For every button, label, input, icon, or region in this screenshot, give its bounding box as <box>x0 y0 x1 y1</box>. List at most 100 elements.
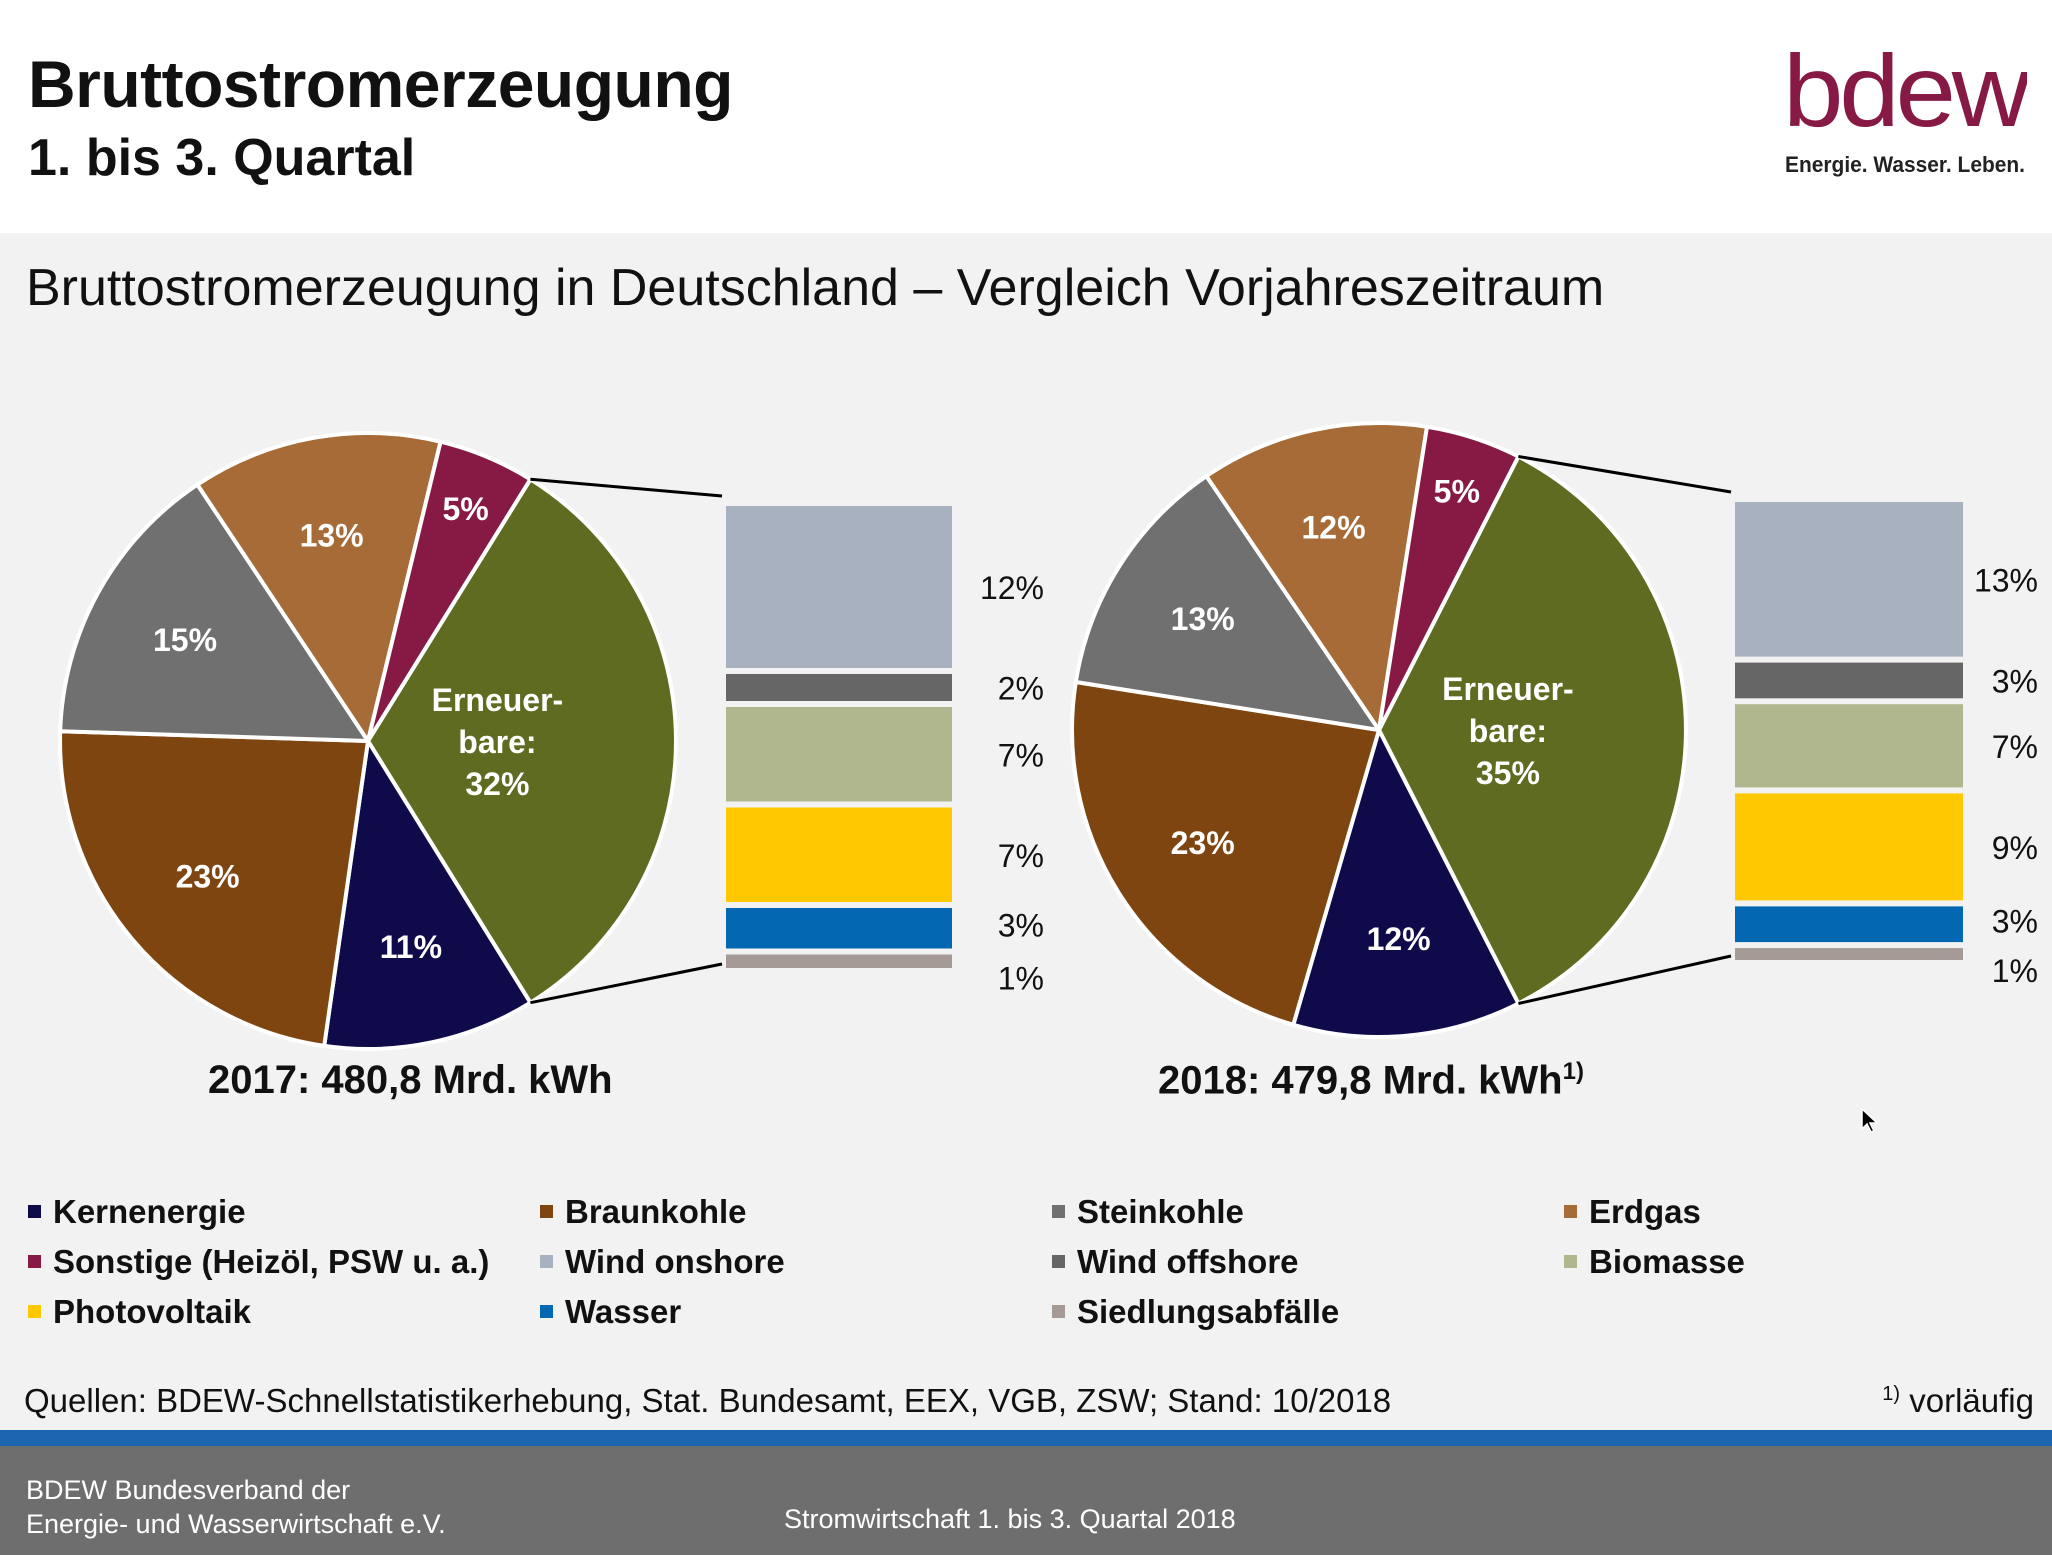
pie-chart-2018: Erneuer-bare: 35% 12% 23% 13% 12% 5% 13% 3% 7% 9% 3… <box>1070 421 2038 1039</box>
pie-slice-erneuerbare-2017 <box>366 477 678 1005</box>
pie-slice-steinkohle-2018 <box>1073 474 1381 732</box>
legend-swatch-steinkohle <box>1052 1204 1065 1218</box>
pie-label-steinkohle-2017: 15% <box>153 622 217 658</box>
legend-label-wasser: Wasser <box>565 1293 682 1330</box>
pie-label-steinkohle-2018: 13% <box>1171 601 1235 637</box>
pie-label-erdgas-2017: 13% <box>300 518 364 554</box>
legend-label-braunkohle: Braunkohle <box>565 1193 747 1230</box>
pie-slice-erdgas-2017 <box>195 431 443 743</box>
pie-label-braunkohle-2018: 23% <box>1171 825 1235 861</box>
bdew-logo: bdew Energie. Wasser. Leben. <box>1783 38 2027 177</box>
legend-item-wasser: Wasser <box>540 1293 681 1331</box>
bar-segment-wasser-2018 <box>1735 906 1963 943</box>
footer-org-line1: BDEW Bundesverband der <box>26 1475 351 1505</box>
bar-label-wind-onshore-2018: 13% <box>1974 562 2038 598</box>
pie-label-sonstige-2018: 5% <box>1434 474 1480 510</box>
pie-label-erneuerbare-2018-1: bare: <box>1469 713 1547 749</box>
legend-item-erdgas: Erdgas <box>1564 1193 1701 1231</box>
sources: Quellen: BDEW-Schnellstatistikerhebung, … <box>24 1382 1392 1419</box>
mouse-cursor-icon <box>1861 1107 1879 1133</box>
pie-label-kernenergie-2018: 12% <box>1367 921 1431 957</box>
pie-label-erneuerbare-2018-0: Erneuer- <box>1442 671 1574 707</box>
footnote-mark: 1) <box>1882 1383 1901 1405</box>
bar-segment-photovoltaik-2017 <box>726 807 952 902</box>
bar-label-photovoltaik-2017: 7% <box>998 838 1044 874</box>
pie-label-erneuerbare-2017-0: Erneuer- <box>432 682 564 718</box>
renewables-bar-2018: 13% 3% 7% 9% 3% 1% <box>1735 502 2038 989</box>
pie-label-erneuerbare-2017-1: bare: <box>458 724 536 760</box>
total-2017: 2017: 480,8 Mrd. kWh <box>208 1058 613 1103</box>
logo-text: bdew <box>1783 38 2027 148</box>
bar-segment-wind-offshore-2017 <box>726 674 952 701</box>
legend-label-erdgas: Erdgas <box>1589 1193 1701 1230</box>
pie-slice-steinkohle-2017 <box>58 482 370 743</box>
renewables-bar-2017: 12% 2% 7% 7% 3% 1% <box>726 506 1044 996</box>
bar-label-biomasse-2017: 7% <box>998 737 1044 773</box>
connector-line-top-2018 <box>1518 455 1732 494</box>
legend-swatch-siedlungsabf-lle <box>1052 1304 1065 1318</box>
charts-area: Erneuer-bare: 32% 11% 23% 15% 13% 5% 12% 2% 7% 7% 3… <box>58 421 2038 1052</box>
legend-label-photovoltaik: Photovoltaik <box>53 1293 252 1330</box>
bar-label-wind-onshore-2017: 12% <box>980 570 1044 606</box>
legend-item-steinkohle: Steinkohle <box>1052 1193 1244 1231</box>
connector-line-bottom-2017 <box>530 962 723 1005</box>
legend-label-wind-onshore: Wind onshore <box>565 1243 785 1280</box>
bar-label-wind-offshore-2017: 2% <box>998 671 1044 707</box>
legend-item-siedlungsabf-lle: Siedlungsabfälle <box>1052 1293 1339 1331</box>
bar-label-siedlungsabf-lle-2018: 1% <box>1992 953 2038 989</box>
footer-org-line2: Energie- und Wasserwirtschaft e.V. <box>26 1509 446 1539</box>
header: Bruttostromerzeugung 1. bis 3. Quartal b… <box>0 0 2052 233</box>
legend-item-braunkohle: Braunkohle <box>540 1193 747 1231</box>
legend-label-kernenergie: Kernenergie <box>53 1193 246 1230</box>
pie-slice-erdgas-2018 <box>1204 421 1429 732</box>
pie-label-erdgas-2018: 12% <box>1301 509 1365 545</box>
pie-slice-kernenergie-2018 <box>1291 728 1521 1039</box>
bar-segment-wasser-2017 <box>726 908 952 949</box>
bar-label-wind-offshore-2018: 3% <box>1992 663 2038 699</box>
page-subtitle: 1. bis 3. Quartal <box>28 129 416 187</box>
pie-chart-2017: Erneuer-bare: 32% 11% 23% 15% 13% 5% 12% 2% 7% 7% 3… <box>58 431 1044 1052</box>
legend-label-siedlungsabf-lle: Siedlungsabfälle <box>1077 1293 1340 1330</box>
bar-label-siedlungsabf-lle-2017: 1% <box>998 960 1044 996</box>
legend-item-kernenergie: Kernenergie <box>28 1193 246 1231</box>
pie-label-erneuerbare-2018-2: 35% <box>1476 755 1540 791</box>
total-2018-label: 2018: 479,8 Mrd. kWh <box>1158 1058 1563 1103</box>
legend-swatch-kernenergie <box>28 1204 41 1218</box>
legend-item-biomasse: Biomasse <box>1564 1243 1745 1281</box>
legend-item-wind-onshore: Wind onshore <box>540 1243 785 1281</box>
pie-label-braunkohle-2017: 23% <box>176 859 240 895</box>
bar-label-wasser-2018: 3% <box>1992 903 2038 939</box>
legend-swatch-wind-offshore <box>1052 1254 1065 1268</box>
bar-segment-wind-onshore-2018 <box>1735 502 1963 657</box>
total-2017-label: 2017: 480,8 Mrd. kWh <box>208 1058 613 1102</box>
footer-accent-line <box>0 1430 2052 1446</box>
pie-slice-erneuerbare-2018 <box>1377 454 1688 1006</box>
bar-segment-siedlungsabf-lle-2018 <box>1735 948 1963 960</box>
bar-segment-biomasse-2017 <box>726 707 952 802</box>
bar-label-biomasse-2018: 7% <box>1992 729 2038 765</box>
connector-line-top-2017 <box>530 477 723 498</box>
pie-label-sonstige-2017: 5% <box>442 491 488 527</box>
footnote-text: vorläufig <box>1900 1382 2034 1419</box>
pie-label-erneuerbare-2017-2: 32% <box>465 766 529 802</box>
footer <box>0 1446 2052 1555</box>
pie-label-kernenergie-2017: 11% <box>380 929 442 965</box>
legend: Kernenergie Braunkohle Steinkohle Erdgas Son… <box>28 1193 2038 1343</box>
total-2018: 2018: 479,8 Mrd. kWh1) <box>1158 1058 1584 1103</box>
page-title: Bruttostromerzeugung <box>28 47 733 121</box>
bar-segment-photovoltaik-2018 <box>1735 793 1963 901</box>
legend-swatch-sonstige <box>28 1254 41 1268</box>
pie-slice-kernenergie-2017 <box>322 739 533 1052</box>
footer-title: Stromwirtschaft 1. bis 3. Quartal 2018 <box>784 1504 1236 1534</box>
bar-segment-wind-offshore-2018 <box>1735 662 1963 699</box>
legend-item-sonstige: Sonstige (Heizöl, PSW u. a.) <box>28 1243 489 1281</box>
legend-item-wind-offshore: Wind offshore <box>1052 1243 1299 1281</box>
logo-tagline: Energie. Wasser. Leben. <box>1785 152 2025 177</box>
legend-swatch-braunkohle <box>540 1204 553 1218</box>
pie-slice-braunkohle-2017 <box>58 729 370 1048</box>
legend-label-wind-offshore: Wind offshore <box>1077 1243 1299 1280</box>
legend-item-photovoltaik: Photovoltaik <box>28 1293 251 1331</box>
pie-slice-sonstige-2018 <box>1377 424 1521 732</box>
bar-segment-siedlungsabf-lle-2017 <box>726 954 952 968</box>
connector-line-bottom-2018 <box>1518 954 1732 1005</box>
